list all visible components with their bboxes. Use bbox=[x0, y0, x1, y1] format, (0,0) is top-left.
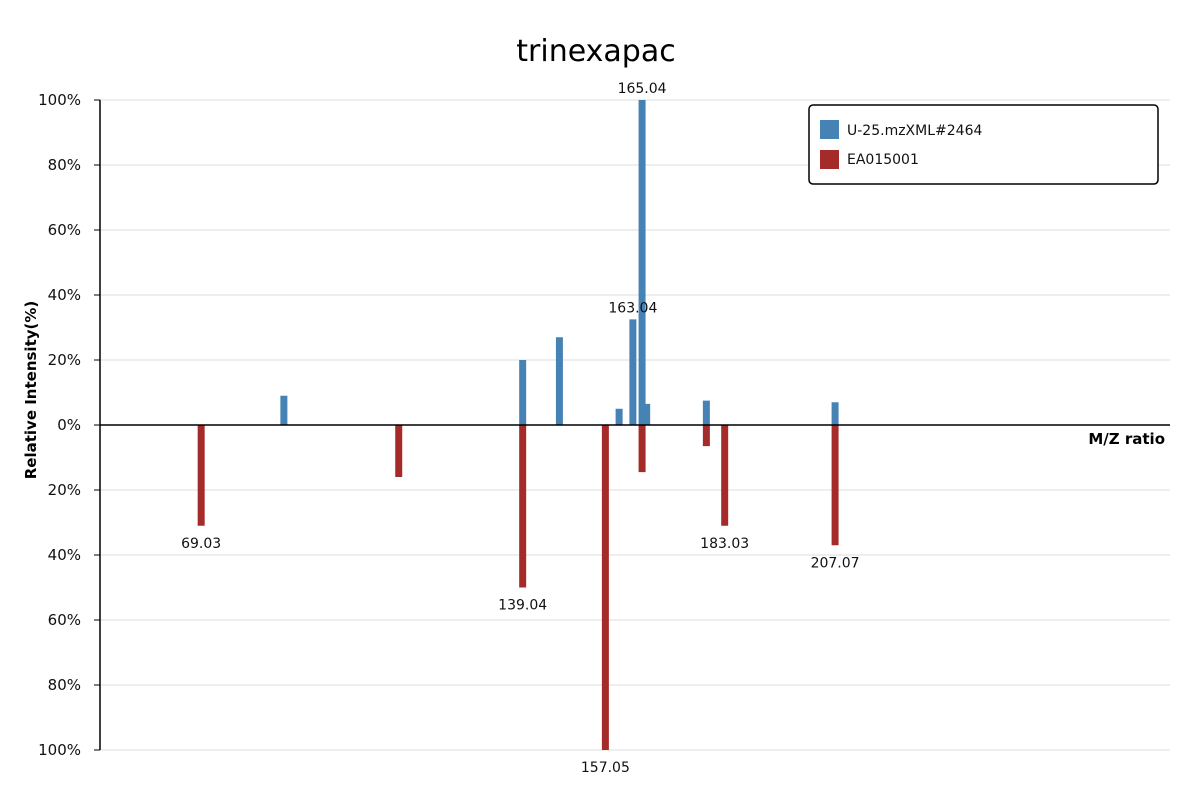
sample-peak-bar bbox=[831, 402, 839, 425]
sample-peak-bar bbox=[629, 319, 637, 425]
y-tick-label: 60% bbox=[48, 611, 81, 629]
y-tick-label: 100% bbox=[38, 741, 81, 759]
legend-swatch-reference bbox=[820, 150, 839, 169]
y-tick-label: 80% bbox=[48, 676, 81, 694]
peak-label: 207.07 bbox=[811, 555, 860, 571]
y-tick-label: 40% bbox=[48, 286, 81, 304]
reference-peak-bar bbox=[638, 425, 646, 473]
x-axis-label: M/Z ratio bbox=[1088, 430, 1165, 448]
peak-label: 163.04 bbox=[608, 300, 657, 316]
reference-peak-bar bbox=[721, 425, 729, 526]
sample-peak-bar bbox=[280, 395, 288, 425]
axes bbox=[99, 100, 1170, 750]
y-axis-label: Relative Intensity(%) bbox=[22, 301, 40, 480]
reference-peak-bar bbox=[601, 425, 609, 750]
sample-peak-bar bbox=[555, 337, 563, 425]
y-tick-label: 20% bbox=[48, 481, 81, 499]
y-axis-ticks: 100% 80% 60% 40% 20% 0% 20% 40% 60% 80% 100% bbox=[38, 91, 100, 759]
sample-peak-bar bbox=[638, 100, 646, 425]
reference-peak-bar bbox=[197, 425, 205, 526]
sample-peak-bar bbox=[519, 360, 527, 425]
legend-label-sample: U-25.mzXML#2464 bbox=[847, 123, 982, 139]
sample-peak-bar bbox=[643, 403, 651, 425]
legend-box bbox=[808, 104, 1159, 185]
peak-labels: 163.04 165.04 69.03 139.04 157.05 183.03 207.0… bbox=[181, 81, 859, 776]
legend: U-25.mzXML#2464 EA015001 bbox=[808, 104, 1159, 185]
y-tick-label: 20% bbox=[48, 351, 81, 369]
y-tick-label: 40% bbox=[48, 546, 81, 564]
reference-peak-bar bbox=[395, 425, 403, 477]
sample-peak-bar bbox=[702, 400, 710, 425]
peak-bars bbox=[197, 100, 839, 750]
sample-peak-bar bbox=[615, 408, 623, 425]
legend-swatch-sample bbox=[820, 120, 839, 139]
y-tick-label: 80% bbox=[48, 156, 81, 174]
peak-label: 157.05 bbox=[581, 760, 630, 776]
reference-peak-bar bbox=[702, 425, 710, 447]
reference-peak-bar bbox=[519, 425, 527, 588]
y-tick-label: 60% bbox=[48, 221, 81, 239]
chart-title: trinexapac bbox=[516, 34, 675, 69]
peak-label: 183.03 bbox=[700, 536, 749, 552]
reference-peak-bar bbox=[831, 425, 839, 546]
peak-label: 165.04 bbox=[618, 81, 667, 97]
peak-label: 139.04 bbox=[498, 598, 547, 614]
peak-label: 69.03 bbox=[181, 536, 221, 552]
y-tick-label: 100% bbox=[38, 91, 81, 109]
legend-label-reference: EA015001 bbox=[847, 152, 919, 168]
y-tick-label: 0% bbox=[57, 416, 81, 434]
